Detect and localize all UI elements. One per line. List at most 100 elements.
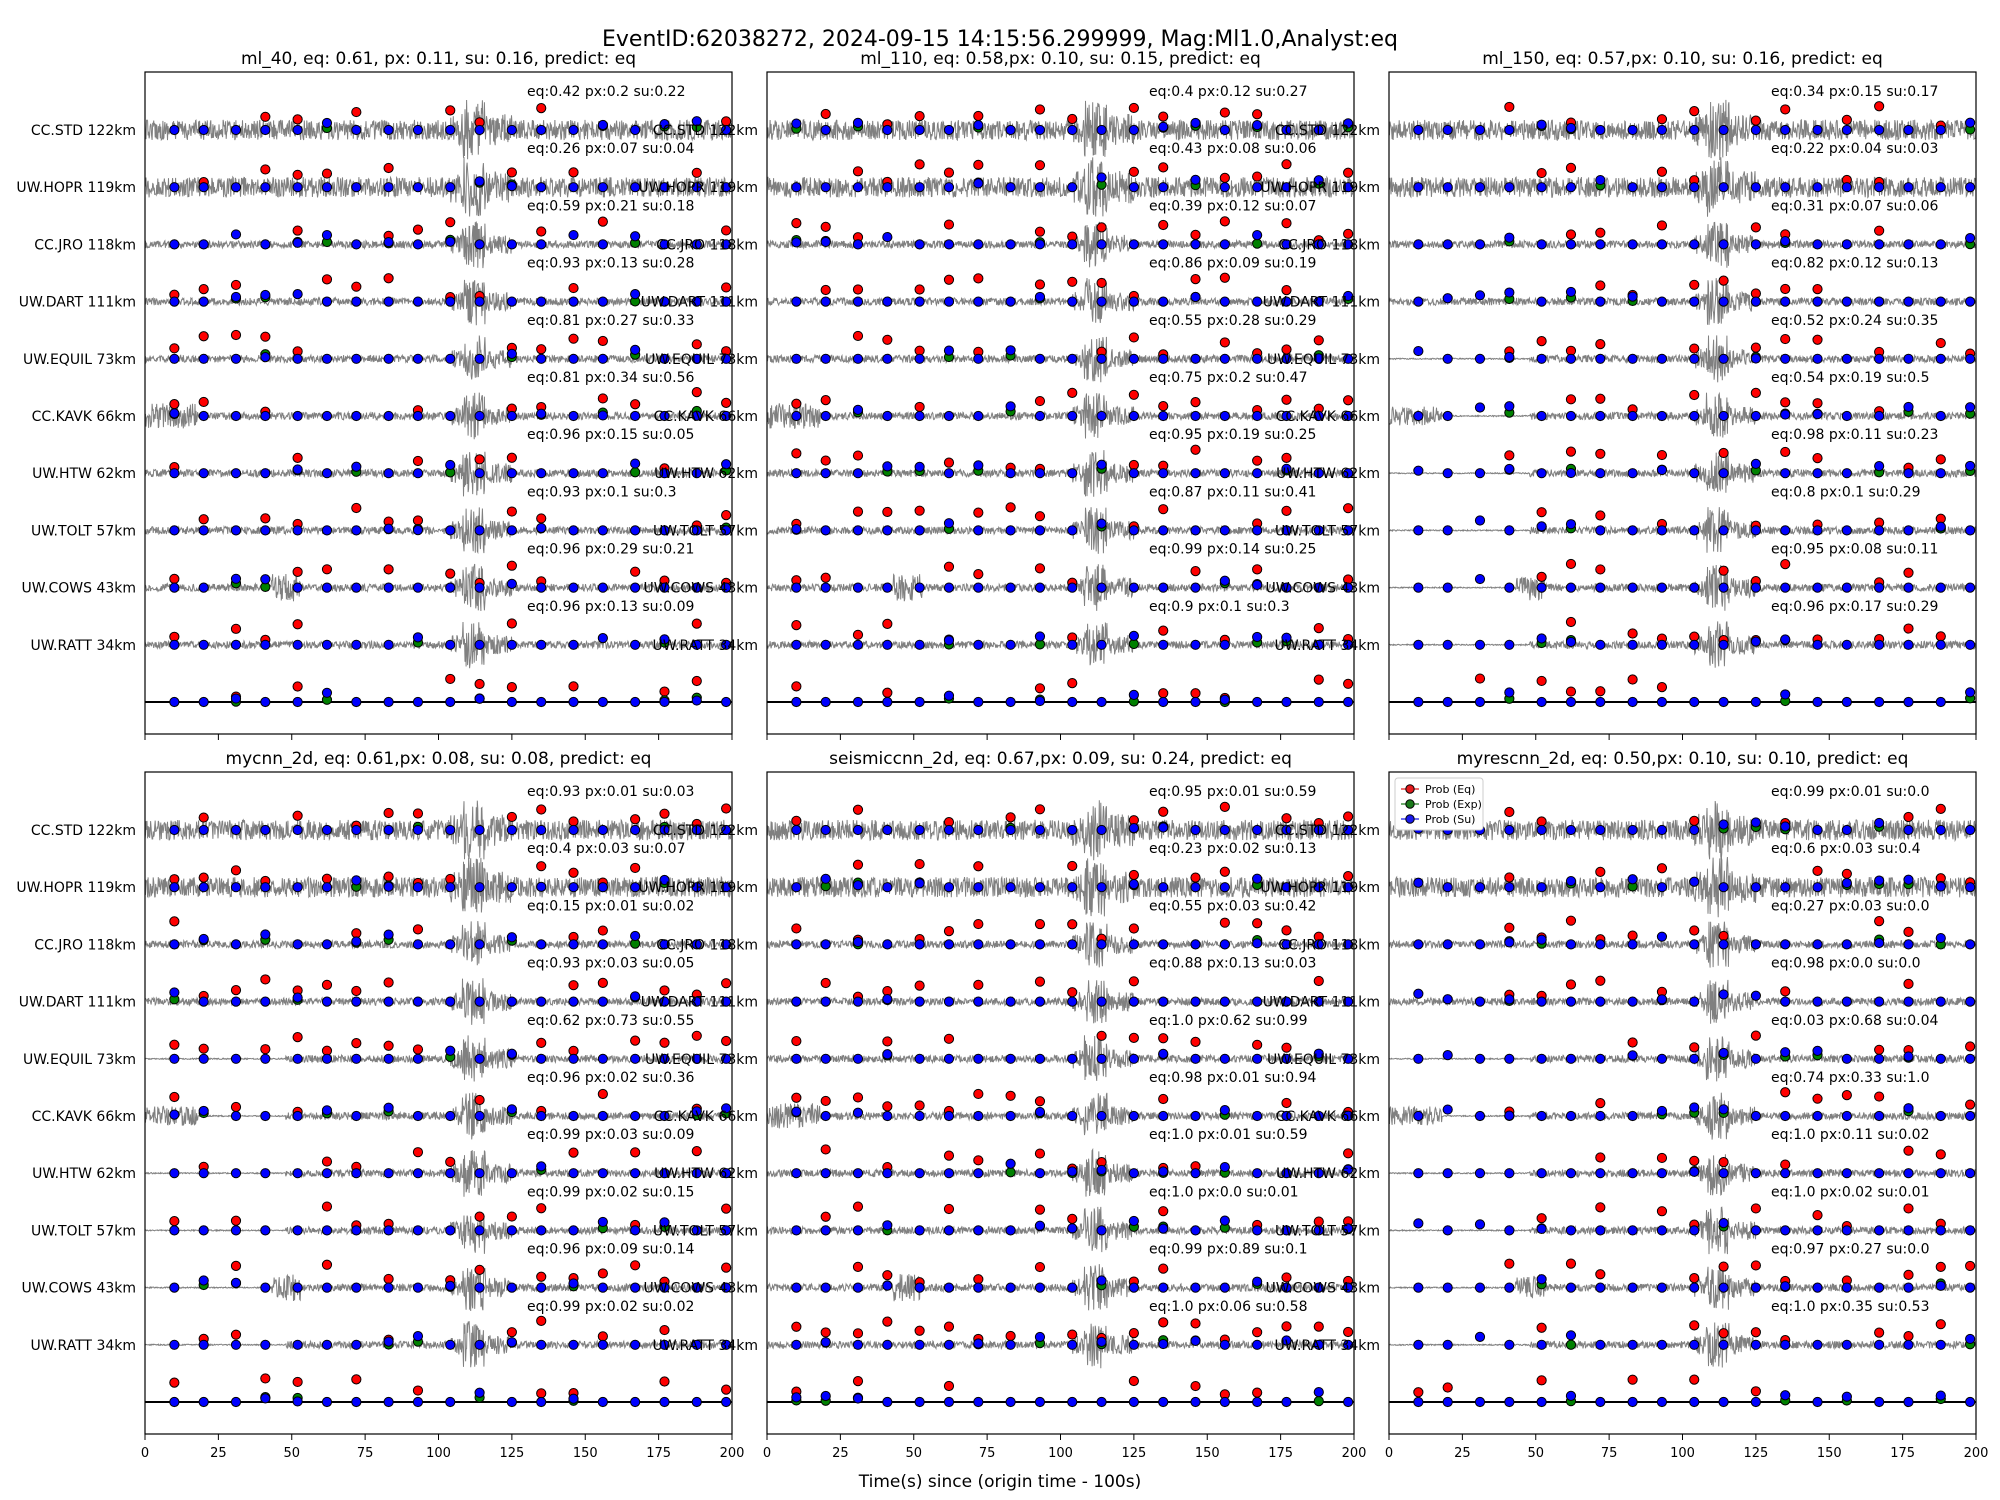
su-probability-point bbox=[474, 882, 485, 893]
su-probability-point bbox=[1158, 1338, 1169, 1350]
su-probability-point bbox=[1812, 582, 1823, 593]
eq-probability-point bbox=[1750, 1260, 1761, 1271]
su-probability-point bbox=[820, 639, 831, 650]
su-probability-point bbox=[474, 1225, 485, 1236]
su-probability-point bbox=[1343, 468, 1354, 479]
eq-probability-point bbox=[321, 873, 333, 884]
su-probability-point bbox=[1219, 182, 1230, 193]
su-probability-point bbox=[383, 996, 394, 1007]
eq-probability-point bbox=[943, 1150, 955, 1161]
su-probability-point bbox=[1413, 410, 1424, 422]
station-label: UW.DART 111km bbox=[19, 995, 136, 1011]
eq-probability-point bbox=[1718, 447, 1729, 459]
su-probability-point bbox=[882, 461, 893, 472]
su-probability-point bbox=[1627, 1339, 1638, 1350]
eq-probability-point bbox=[1067, 1329, 1078, 1340]
su-probability-point bbox=[882, 582, 893, 593]
su-probability-point bbox=[1005, 1158, 1016, 1169]
eq-probability-point bbox=[292, 810, 303, 821]
su-probability-point bbox=[230, 291, 242, 303]
su-probability-point bbox=[536, 1339, 547, 1350]
station-label: UW.TOLT 57km bbox=[1275, 523, 1380, 539]
probability-annotation: eq:0.34 px:0.15 su:0.17 bbox=[1771, 84, 1938, 100]
su-probability-point bbox=[1313, 1048, 1324, 1059]
eq-probability-point bbox=[1595, 866, 1606, 877]
su-probability-point bbox=[412, 1396, 424, 1408]
eq-probability-point bbox=[1313, 335, 1324, 346]
eq-probability-point bbox=[721, 397, 732, 408]
su-probability-point bbox=[914, 1053, 925, 1064]
su-probability-point bbox=[1689, 239, 1700, 250]
eq-probability-point bbox=[1903, 978, 1914, 989]
su-probability-point bbox=[1595, 1396, 1606, 1408]
probability-annotation: eq:0.6 px:0.03 su:0.4 bbox=[1771, 841, 1921, 857]
su-probability-point bbox=[597, 1396, 608, 1408]
su-probability-point bbox=[445, 124, 456, 136]
su-probability-point bbox=[1841, 1225, 1852, 1236]
su-probability-point bbox=[914, 1339, 925, 1350]
su-probability-point bbox=[882, 1110, 893, 1122]
probability-annotation: eq:0.95 px:0.08 su:0.11 bbox=[1771, 542, 1938, 558]
su-probability-point bbox=[1627, 696, 1638, 708]
su-probability-point bbox=[1689, 639, 1700, 650]
su-probability-point bbox=[1656, 1339, 1668, 1350]
su-probability-point bbox=[1965, 1168, 1976, 1179]
su-probability-point bbox=[1474, 573, 1486, 585]
su-probability-point bbox=[1504, 882, 1515, 893]
su-probability-point bbox=[1343, 353, 1354, 364]
waveform-trace bbox=[1388, 856, 1977, 918]
su-probability-point bbox=[1005, 124, 1016, 136]
su-probability-point bbox=[1780, 1168, 1791, 1179]
su-probability-point bbox=[943, 824, 955, 836]
su-probability-point bbox=[1812, 525, 1823, 536]
su-probability-point bbox=[1281, 1225, 1292, 1236]
eq-probability-point bbox=[1874, 1091, 1885, 1102]
su-probability-point bbox=[351, 525, 362, 536]
su-probability-point bbox=[659, 1110, 670, 1122]
eq-probability-point bbox=[943, 457, 955, 468]
su-probability-point bbox=[1689, 582, 1700, 593]
su-probability-point bbox=[1841, 877, 1852, 889]
su-probability-point bbox=[1780, 236, 1791, 247]
su-probability-point bbox=[1841, 582, 1852, 593]
eq-probability-point bbox=[1903, 623, 1914, 634]
su-probability-point bbox=[1689, 824, 1700, 836]
su-probability-point bbox=[568, 996, 579, 1007]
su-probability-point bbox=[1219, 639, 1230, 650]
legend-swatch-marker bbox=[1405, 784, 1415, 794]
su-probability-point bbox=[1219, 1105, 1230, 1116]
su-probability-point bbox=[445, 353, 456, 364]
eq-probability-point bbox=[1780, 333, 1791, 345]
su-probability-point bbox=[383, 468, 394, 479]
su-probability-point bbox=[691, 1106, 702, 1117]
eq-probability-point bbox=[1219, 272, 1230, 283]
su-probability-point bbox=[1128, 582, 1139, 593]
su-probability-point bbox=[260, 1168, 271, 1179]
su-probability-point bbox=[1841, 525, 1852, 536]
su-probability-point bbox=[412, 525, 424, 536]
su-probability-point bbox=[1874, 1168, 1885, 1179]
su-probability-point bbox=[198, 182, 209, 193]
eq-probability-point bbox=[1595, 448, 1606, 459]
eq-probability-point bbox=[198, 1043, 209, 1054]
su-probability-point bbox=[791, 1106, 802, 1117]
su-probability-point bbox=[791, 296, 802, 307]
su-probability-point bbox=[1281, 1335, 1292, 1346]
su-probability-point bbox=[973, 525, 984, 536]
eq-probability-point bbox=[198, 331, 209, 342]
su-probability-point bbox=[1313, 410, 1324, 422]
eq-probability-point bbox=[1067, 919, 1078, 930]
eq-probability-point bbox=[536, 1271, 547, 1282]
su-probability-point bbox=[1096, 696, 1107, 708]
su-probability-point bbox=[1474, 1110, 1486, 1122]
eq-probability-point bbox=[1935, 1319, 1946, 1330]
eq-probability-point bbox=[659, 686, 670, 697]
su-probability-point bbox=[882, 525, 893, 536]
su-probability-point bbox=[292, 353, 303, 364]
su-probability-point bbox=[852, 696, 864, 708]
su-probability-point bbox=[1474, 1282, 1486, 1293]
probability-annotation: eq:0.96 px:0.17 su:0.29 bbox=[1771, 599, 1938, 615]
eq-probability-point bbox=[852, 166, 864, 177]
eq-probability-point bbox=[1504, 806, 1515, 818]
su-probability-point bbox=[198, 824, 209, 836]
